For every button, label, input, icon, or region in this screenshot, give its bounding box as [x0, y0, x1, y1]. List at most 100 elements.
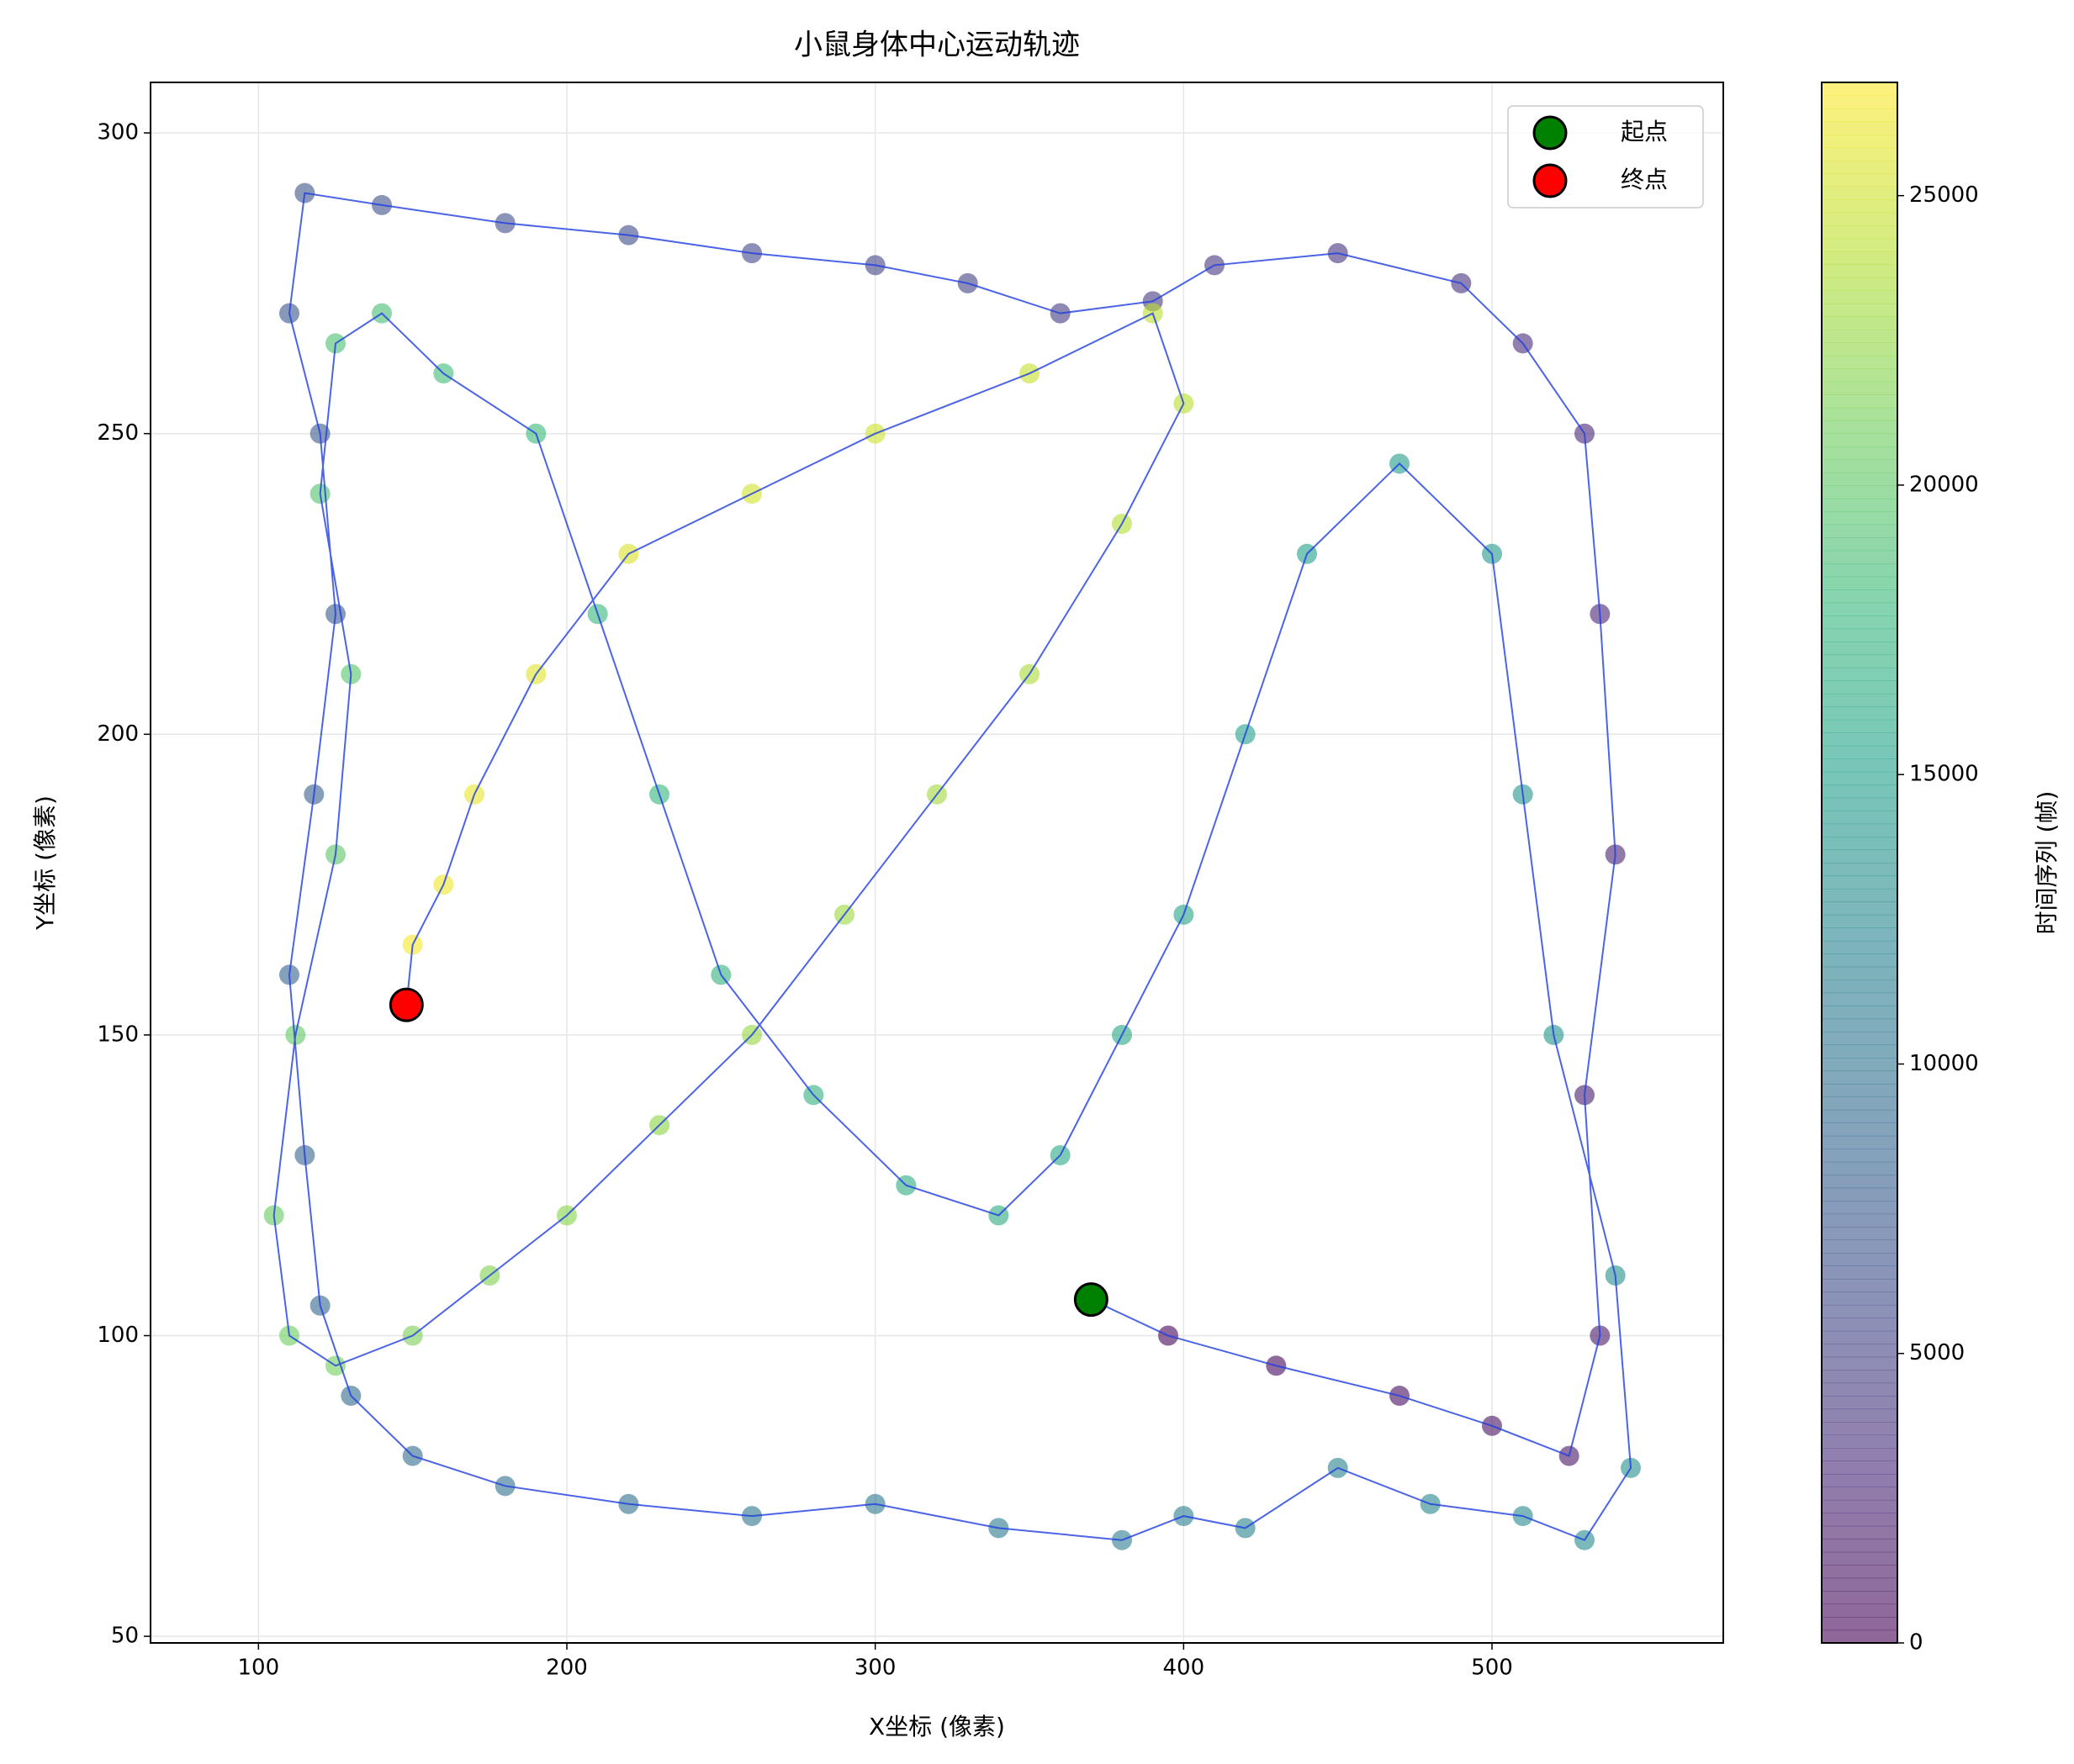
y-axis-label: Y坐标 (像素) [31, 795, 59, 931]
colorbar-slice [1822, 1122, 1897, 1137]
colorbar-slice [1822, 342, 1897, 356]
colorbar-slice [1822, 108, 1897, 122]
colorbar-slice [1822, 355, 1897, 369]
colorbar-slice [1822, 1525, 1897, 1540]
colorbar-tick-label: 0 [1909, 1630, 1923, 1656]
y-tick-label: 300 [97, 120, 139, 145]
colorbar-slice [1822, 563, 1897, 578]
colorbar-slice [1822, 849, 1897, 864]
x-tick-label: 400 [1163, 1656, 1205, 1681]
colorbar-slice [1822, 277, 1897, 291]
colorbar-slice [1822, 173, 1897, 187]
colorbar-slice [1822, 160, 1897, 174]
colorbar-slice [1822, 1213, 1897, 1228]
colorbar-slice [1822, 485, 1897, 499]
colorbar-slice [1822, 433, 1897, 447]
colorbar-slice [1822, 1018, 1897, 1033]
colorbar-slice [1822, 1422, 1897, 1436]
colorbar-slice [1822, 811, 1897, 825]
colorbar-slice [1822, 1304, 1897, 1318]
colorbar-slice [1822, 1058, 1897, 1071]
colorbar-slice [1822, 771, 1897, 785]
colorbar-slice [1822, 511, 1897, 526]
colorbar-slice [1822, 1083, 1897, 1097]
colorbar-slice [1822, 1291, 1897, 1306]
legend-label: 起点 [1621, 118, 1668, 145]
colorbar-slice [1822, 1344, 1897, 1358]
colorbar-slice [1822, 1603, 1897, 1618]
x-axis-label: X坐标 (像素) [869, 1713, 1005, 1740]
colorbar-slice [1822, 381, 1897, 395]
colorbar-tick-label: 15000 [1909, 762, 1979, 787]
colorbar-slice [1822, 1032, 1897, 1046]
colorbar-slice [1822, 1265, 1897, 1280]
colorbar-slice [1822, 537, 1897, 552]
colorbar-slice [1822, 1356, 1897, 1371]
colorbar-slice [1822, 420, 1897, 435]
y-tick-label: 150 [97, 1022, 139, 1047]
endpoint-marker [389, 987, 424, 1022]
colorbar-slice [1822, 329, 1897, 343]
colorbar-slice [1822, 1187, 1897, 1202]
y-tick-label: 200 [97, 721, 139, 747]
colorbar-slice [1822, 407, 1897, 421]
colorbar-slice [1822, 199, 1897, 214]
colorbar-slice [1822, 1370, 1897, 1384]
colorbar-slice [1822, 1239, 1897, 1254]
legend-marker [1532, 115, 1568, 151]
colorbar-slice [1822, 837, 1897, 851]
colorbar-slice [1822, 615, 1897, 630]
colorbar-slice [1822, 121, 1897, 135]
colorbar-slice [1822, 1539, 1897, 1553]
colorbar-slice [1822, 212, 1897, 226]
colorbar-slice [1822, 1487, 1897, 1501]
colorbar-slice [1822, 966, 1897, 980]
colorbar-slice [1822, 875, 1897, 890]
colorbar-slice [1822, 498, 1897, 512]
colorbar-slice [1822, 1318, 1897, 1332]
colorbar-slice [1822, 901, 1897, 916]
colorbar-slice [1822, 1253, 1897, 1266]
colorbar-slice [1822, 1006, 1897, 1020]
colorbar-slice [1822, 186, 1897, 200]
colorbar-slice [1822, 1135, 1897, 1149]
colorbar-slice [1822, 1382, 1897, 1397]
colorbar-slice [1822, 1096, 1897, 1111]
colorbar-slice [1822, 823, 1897, 837]
colorbar-slice [1822, 706, 1897, 721]
colorbar-slice [1822, 576, 1897, 590]
colorbar-slice [1822, 473, 1897, 486]
colorbar-slice [1822, 459, 1897, 473]
colorbar-slice [1822, 1044, 1897, 1059]
colorbar-slice [1822, 992, 1897, 1006]
colorbar-slice [1822, 290, 1897, 304]
colorbar-slice [1822, 1408, 1897, 1423]
colorbar-slice [1822, 914, 1897, 928]
colorbar-slice [1822, 745, 1897, 759]
colorbar-slice [1822, 82, 1897, 96]
colorbar-slice [1822, 1396, 1897, 1410]
colorbar-slice [1822, 1278, 1897, 1292]
legend-label: 终点 [1621, 166, 1668, 193]
colorbar-slice [1822, 732, 1897, 747]
colorbar-slice [1822, 680, 1897, 695]
colorbar-slice [1822, 147, 1897, 161]
colorbar-slice [1822, 628, 1897, 642]
colorbar-slice [1822, 888, 1897, 902]
colorbar-slice [1822, 95, 1897, 109]
colorbar-slice [1822, 693, 1897, 707]
colorbar-slice [1822, 1330, 1897, 1344]
colorbar-slice [1822, 1551, 1897, 1566]
y-tick-label: 250 [97, 420, 139, 446]
colorbar-slice [1822, 940, 1897, 954]
colorbar-slice [1822, 1109, 1897, 1123]
colorbar-slice [1822, 758, 1897, 773]
colorbar-slice [1822, 602, 1897, 616]
colorbar-slice [1822, 1460, 1897, 1475]
y-tick-label: 100 [97, 1323, 139, 1348]
colorbar-slice [1822, 642, 1897, 656]
colorbar-slice [1822, 1161, 1897, 1175]
colorbar-slice [1822, 264, 1897, 278]
y-tick-label: 50 [111, 1624, 139, 1649]
